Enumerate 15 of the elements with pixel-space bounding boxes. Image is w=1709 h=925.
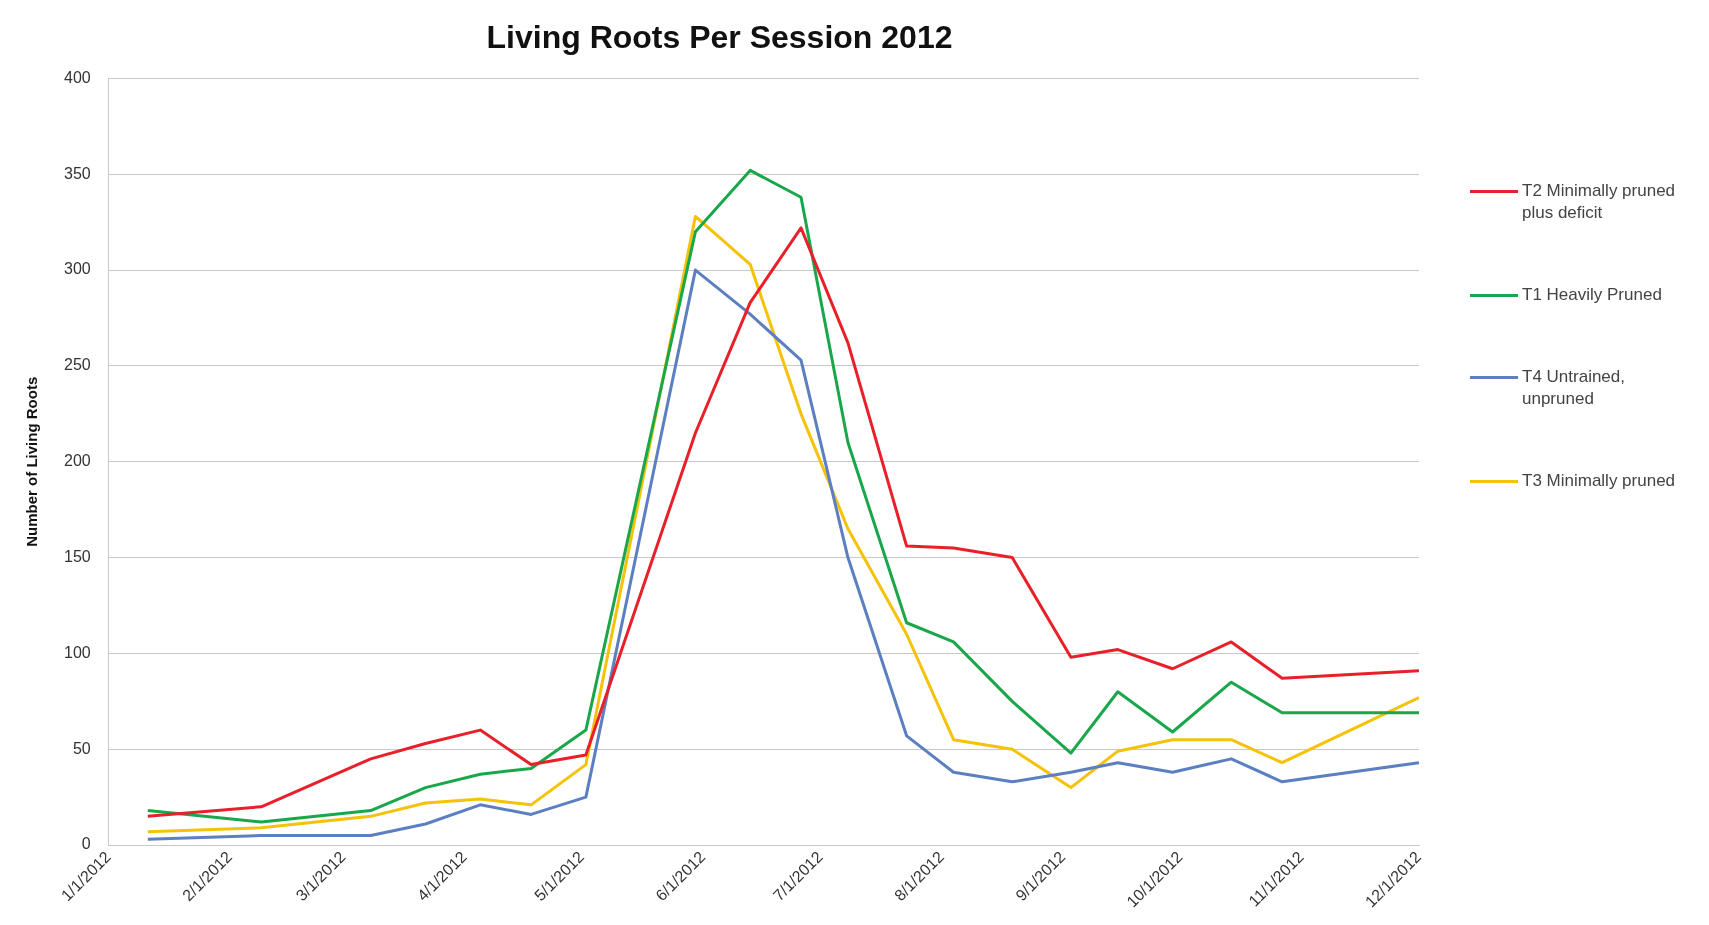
y-axis-title: Number of Living Roots [23,376,41,547]
y-tick-label: 0 [81,835,91,853]
y-tick-label: 300 [63,260,91,278]
y-tick-label: 250 [63,356,91,374]
y-tick-label: 200 [63,452,91,470]
y-tick-label: 350 [63,164,91,182]
y-tick-label: 100 [63,643,91,661]
legend-label: T3 Minimally pruned [1522,470,1676,492]
y-tick-label: 50 [72,739,91,757]
y-tick-label: 150 [63,547,91,565]
chart-title: Living Roots Per Session 2012 [486,19,953,56]
legend-label: T2 Minimally pruned plus deficit [1522,180,1677,224]
y-tick-label: 400 [63,68,91,86]
legend-label: T4 Untrained, unpruned [1522,366,1626,410]
legend-label: T1 Heavily Pruned [1522,284,1662,306]
